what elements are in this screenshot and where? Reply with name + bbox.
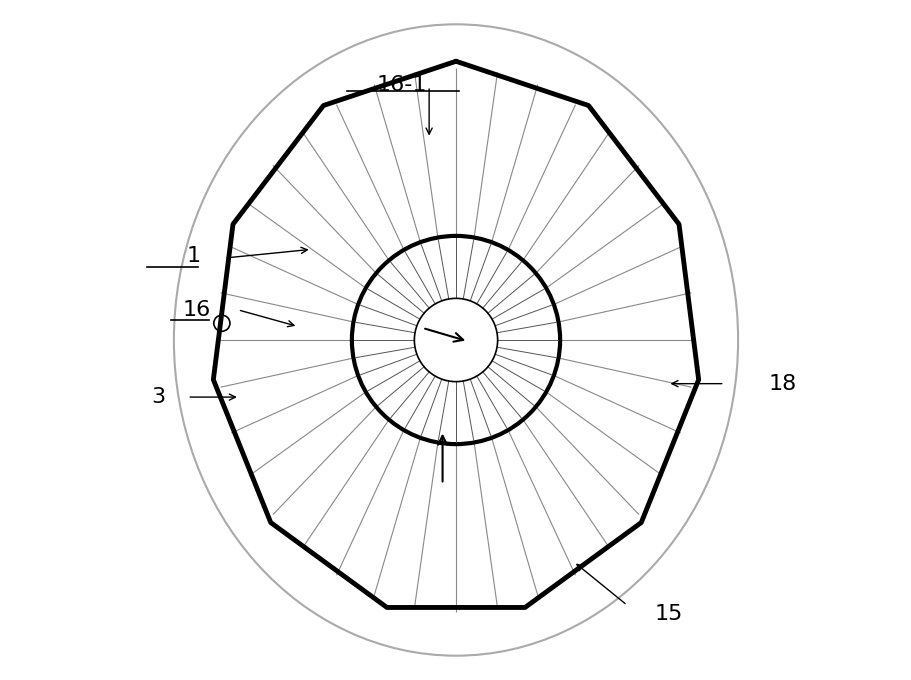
Text: 18: 18 — [767, 373, 795, 394]
Circle shape — [352, 236, 559, 444]
Circle shape — [414, 299, 497, 381]
Text: 3: 3 — [151, 387, 166, 407]
Text: 16-1: 16-1 — [376, 75, 427, 95]
Text: 16: 16 — [182, 300, 210, 320]
Text: 15: 15 — [653, 604, 681, 624]
Text: 1: 1 — [187, 246, 200, 266]
